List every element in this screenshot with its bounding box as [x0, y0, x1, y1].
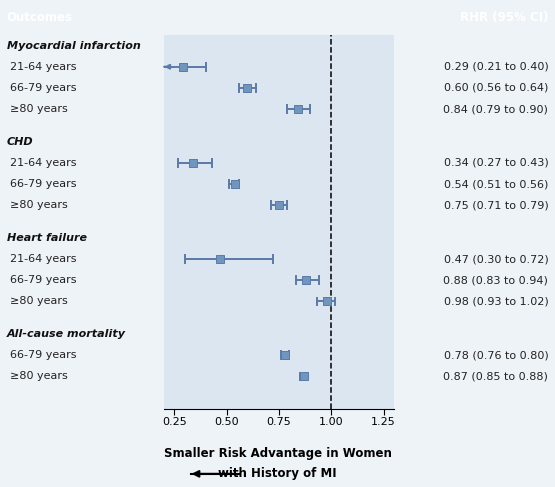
Text: 0.75 (0.71 to 0.79): 0.75 (0.71 to 0.79): [443, 200, 548, 210]
Text: ≥80 years: ≥80 years: [10, 104, 68, 114]
Text: CHD: CHD: [7, 137, 33, 147]
Text: 66-79 years: 66-79 years: [10, 179, 77, 189]
Text: 0.88 (0.83 to 0.94): 0.88 (0.83 to 0.94): [443, 275, 548, 285]
Text: 66-79 years: 66-79 years: [10, 83, 77, 93]
Text: 21-64 years: 21-64 years: [10, 254, 77, 264]
Text: 21-64 years: 21-64 years: [10, 62, 77, 72]
Text: RHR (95% CI): RHR (95% CI): [460, 11, 548, 24]
Text: 0.78 (0.76 to 0.80): 0.78 (0.76 to 0.80): [443, 350, 548, 360]
Text: 0.47 (0.30 to 0.72): 0.47 (0.30 to 0.72): [443, 254, 548, 264]
Text: 0.60 (0.56 to 0.64): 0.60 (0.56 to 0.64): [444, 83, 548, 93]
Text: ≥80 years: ≥80 years: [10, 296, 68, 306]
Text: 66-79 years: 66-79 years: [10, 350, 77, 360]
Text: Smaller Risk Advantage in Women: Smaller Risk Advantage in Women: [164, 448, 391, 460]
Text: 66-79 years: 66-79 years: [10, 275, 77, 285]
Text: 0.29 (0.21 to 0.40): 0.29 (0.21 to 0.40): [443, 62, 548, 72]
Text: Heart failure: Heart failure: [7, 233, 87, 243]
Text: All-cause mortality: All-cause mortality: [7, 329, 125, 339]
Text: ≥80 years: ≥80 years: [10, 371, 68, 381]
Text: 0.87 (0.85 to 0.88): 0.87 (0.85 to 0.88): [443, 371, 548, 381]
Text: 21-64 years: 21-64 years: [10, 158, 77, 168]
Text: 0.84 (0.79 to 0.90): 0.84 (0.79 to 0.90): [443, 104, 548, 114]
Text: Myocardial infarction: Myocardial infarction: [7, 40, 140, 51]
Text: 0.34 (0.27 to 0.43): 0.34 (0.27 to 0.43): [443, 158, 548, 168]
Text: ≥80 years: ≥80 years: [10, 200, 68, 210]
Text: Outcomes: Outcomes: [7, 11, 73, 24]
Text: 0.54 (0.51 to 0.56): 0.54 (0.51 to 0.56): [444, 179, 548, 189]
Text: with History of MI: with History of MI: [218, 468, 337, 480]
Text: 0.98 (0.93 to 1.02): 0.98 (0.93 to 1.02): [443, 296, 548, 306]
